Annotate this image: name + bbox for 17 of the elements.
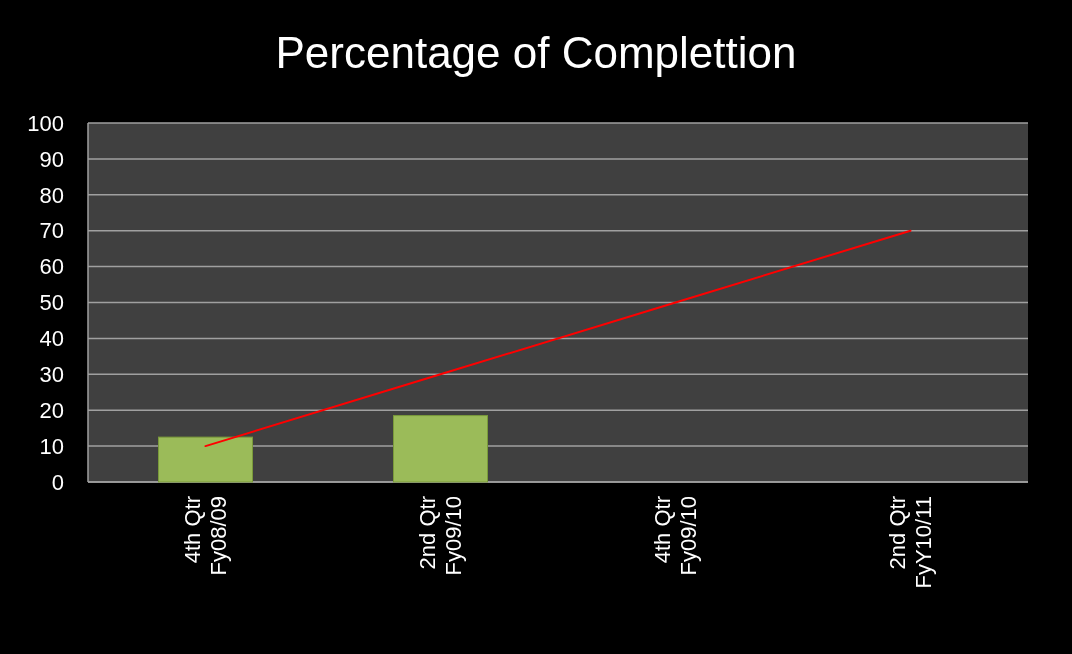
x-tick-label: 4th Qtr Fy08/09 xyxy=(180,496,232,576)
y-tick-label: 70 xyxy=(39,218,64,244)
x-tick-label: 2nd Qtr FyY10/11 xyxy=(885,496,937,589)
x-tick-label: 4th Qtr Fy09/10 xyxy=(650,496,702,576)
chart-title: Percentage of Complettion xyxy=(275,28,797,77)
y-tick-label: 0 xyxy=(51,469,64,495)
y-tick-label: 10 xyxy=(39,433,64,459)
y-tick-label: 60 xyxy=(39,254,64,280)
y-tick-label: 40 xyxy=(39,326,64,352)
x-tick-label: 2nd Qtr Fy09/10 xyxy=(415,496,467,576)
y-tick-label: 100 xyxy=(27,110,64,136)
y-tick-label: 20 xyxy=(39,397,64,423)
y-tick-label: 50 xyxy=(39,290,64,316)
y-tick-label: 30 xyxy=(39,362,64,387)
line-series xyxy=(204,229,912,448)
y-tick-label: 80 xyxy=(39,182,64,208)
y-tick-label: 90 xyxy=(39,146,64,172)
